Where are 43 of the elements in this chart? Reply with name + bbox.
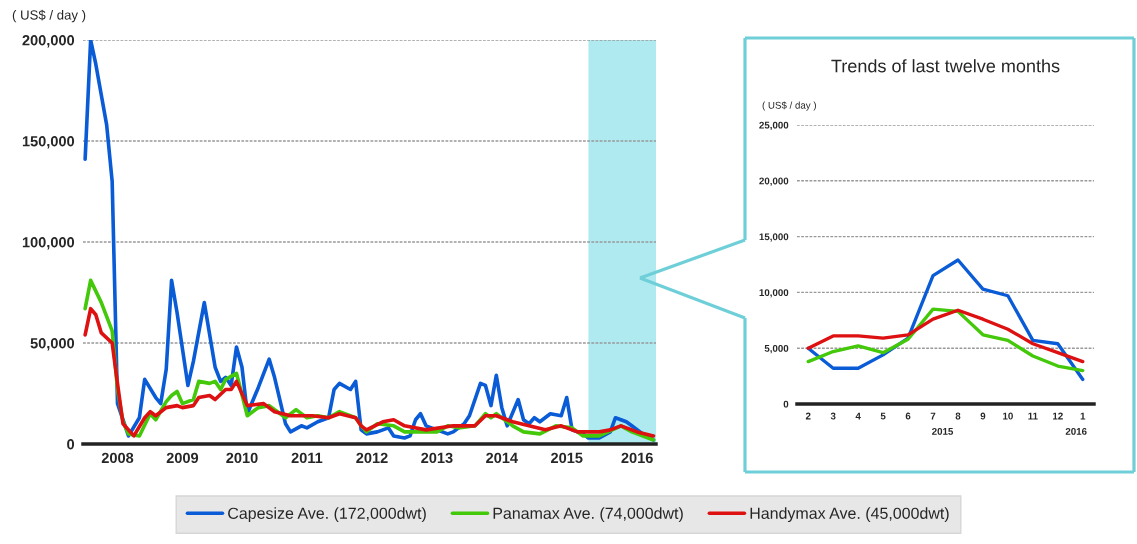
x-tick-label: 2015: [551, 452, 583, 464]
x-tick-label: 12: [1053, 412, 1063, 420]
x-tick-label: 2008: [101, 452, 134, 464]
x-tick-label: 11: [1028, 412, 1038, 420]
x-tick-label: 8: [955, 412, 961, 420]
legend-label: Handymax Ave. (45,000dwt): [750, 507, 949, 523]
x-tick-label: 6: [905, 412, 911, 420]
y-tick-label: 0: [67, 439, 75, 450]
x-tick-label: 2009: [166, 452, 199, 464]
x-tick-label: 2: [805, 412, 811, 420]
x-tick-label: 2016: [621, 452, 653, 464]
x-tick-label: 2011: [291, 452, 323, 464]
x-tick-label: 1: [1080, 412, 1086, 420]
y-tick-label: 15,000: [759, 233, 789, 242]
x-tick-label: 2010: [226, 452, 258, 464]
text: 2015: [932, 427, 954, 435]
x-tick-label: 3: [830, 412, 836, 420]
y-tick-label: 50,000: [30, 338, 75, 351]
y-tick-label: 150,000: [22, 136, 75, 149]
y-axis-title: ( US$ / day ): [762, 101, 816, 111]
line-series: [806, 308, 1085, 364]
y-tick-label: 25,000: [759, 121, 789, 131]
y-tick-label: 0: [783, 400, 789, 408]
y-axis-title: ( US$ / day ): [12, 9, 86, 23]
x-tick-label: 2013: [421, 452, 453, 464]
chart-title: Trends of last twelve months: [831, 59, 1060, 73]
x-tick-label: 2014: [486, 452, 518, 464]
y-tick-label: 5,000: [764, 344, 789, 354]
y-tick-label: 200,000: [22, 35, 75, 48]
x-tick-label: 10: [1003, 412, 1013, 420]
x-tick-label: 7: [930, 412, 936, 420]
x-tick-label: 4: [855, 412, 861, 420]
line-series: [83, 306, 656, 438]
legend-label: Capesize Ave. (172,000dwt): [228, 507, 426, 523]
y-tick-label: 10,000: [759, 289, 789, 298]
text: 2016: [1065, 427, 1087, 435]
x-tick-label: 2012: [356, 452, 388, 464]
x-tick-label: 9: [980, 412, 986, 420]
y-tick-label: 20,000: [759, 177, 789, 186]
x-tick-label: 5: [880, 412, 886, 420]
line-series: [806, 307, 1085, 373]
y-tick-label: 100,000: [22, 237, 75, 250]
legend-label: Panamax Ave. (74,000dwt): [493, 507, 683, 523]
